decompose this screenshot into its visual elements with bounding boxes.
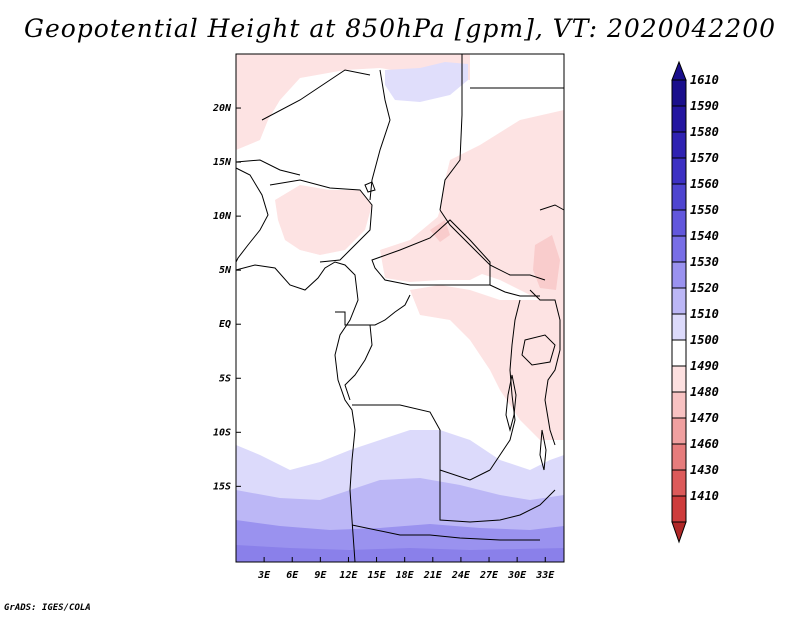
colorbar-label: 1470 xyxy=(690,411,719,425)
lake-chad xyxy=(364,181,376,193)
border-drc-south xyxy=(352,404,491,481)
lon-tick-label: 27E xyxy=(479,570,499,581)
shade-westafrica-pink xyxy=(275,185,372,255)
colorbar-swatch xyxy=(671,443,687,471)
colorbar-swatch xyxy=(671,157,687,185)
colorbar-label: 1510 xyxy=(690,307,719,321)
border-cameroon-gabon xyxy=(335,294,411,326)
lake-malawi xyxy=(539,429,547,471)
lat-tick-label: 10S xyxy=(213,427,231,438)
lon-tick-label: 3E xyxy=(257,570,271,581)
colorbar-label: 1410 xyxy=(690,489,719,503)
border-nigeria xyxy=(269,179,373,263)
coastline-gulf-of-guinea xyxy=(235,261,359,563)
colorbar-label: 1560 xyxy=(690,177,719,191)
colorbar-swatch xyxy=(671,209,687,237)
colorbar-swatch xyxy=(671,261,687,289)
colorbar-top-arrow xyxy=(671,60,687,81)
coastline-west-africa xyxy=(235,167,269,263)
lake-victoria xyxy=(521,334,556,366)
colorbar-swatch xyxy=(671,417,687,445)
colorbar-swatch xyxy=(671,235,687,263)
colorbar-swatch xyxy=(671,105,687,133)
lon-tick-label: 24E xyxy=(451,570,471,581)
border-east-africa xyxy=(529,289,561,446)
colorbar-label: 1580 xyxy=(690,125,719,139)
shade-central-pink xyxy=(380,215,490,282)
lon-tick-label: 12E xyxy=(339,570,358,581)
lon-tick-label: 30E xyxy=(507,570,527,581)
lat-tick-label: 15S xyxy=(213,481,231,492)
colorbar-swatch xyxy=(671,131,687,159)
colorbar-label: 1520 xyxy=(690,281,719,295)
colorbar-swatch xyxy=(671,339,687,367)
border-angola-zambia xyxy=(439,470,556,523)
colorbar-label: 1480 xyxy=(690,385,719,399)
shade-lakes-pink xyxy=(430,220,450,242)
colorbar-label: 1430 xyxy=(690,463,719,477)
shade-south-deepblue xyxy=(236,545,564,562)
colorbar-label: 1530 xyxy=(690,255,719,269)
lake-tanganyika xyxy=(505,374,517,432)
colorbar-swatch xyxy=(671,469,687,497)
latitude-axis: 20N 15N 10N 5N EQ 5S 10S 15S xyxy=(212,103,241,492)
shade-northcenter-lightblue xyxy=(385,62,468,102)
lat-tick-label: 5N xyxy=(219,265,232,276)
country-borders xyxy=(235,54,565,563)
colorbar-swatch xyxy=(671,183,687,211)
colorbar: 1610 1590 1580 1570 1560 1550 1540 1530 1520 1510… xyxy=(671,60,719,544)
colorbar-label: 1550 xyxy=(690,203,719,217)
lon-tick-label: 9E xyxy=(314,570,327,581)
colorbar-swatch xyxy=(671,365,687,393)
border-namibia xyxy=(351,524,540,541)
colorbar-swatch xyxy=(671,79,687,107)
colorbar-swatch xyxy=(671,287,687,315)
colorbar-label: 1460 xyxy=(690,437,719,451)
border-congo xyxy=(344,324,373,401)
colorbar-bottom-arrow xyxy=(671,521,687,544)
border-drc-east xyxy=(489,299,521,471)
lat-tick-label: 5S xyxy=(219,373,231,384)
lat-tick-label: EQ xyxy=(219,319,231,330)
chart-title: Geopotential Height at 850hPa [gpm], VT:… xyxy=(23,14,777,43)
lon-tick-label: 21E xyxy=(423,570,443,581)
border-sahara-3 xyxy=(439,54,463,211)
colorbar-label: 1570 xyxy=(690,151,719,165)
shade-east-darker-pink xyxy=(533,235,560,290)
map-frame xyxy=(235,53,565,563)
lon-tick-label: 15E xyxy=(368,570,387,581)
border-ethiopia xyxy=(539,204,565,211)
colorbar-swatch xyxy=(671,313,687,341)
border-sahara-1 xyxy=(261,69,371,121)
border-sudan-south xyxy=(489,284,540,297)
colorbar-label: 1500 xyxy=(690,333,719,347)
lat-tick-label: 10N xyxy=(213,211,232,222)
colorbar-label: 1490 xyxy=(690,359,719,373)
longitude-axis: 3E 6E 9E 12E 15E 18E 21E 24E 27E 30E 33E xyxy=(257,557,555,581)
grads-credit: GrADS: IGES/COLA xyxy=(4,603,91,613)
shade-north-pink xyxy=(236,54,470,150)
shade-east-pink xyxy=(410,285,564,440)
colorbar-swatch xyxy=(671,495,687,523)
lat-tick-label: 15N xyxy=(213,157,232,168)
border-sahara-2 xyxy=(369,69,391,201)
lat-tick-label: 20N xyxy=(212,103,232,114)
colorbar-label: 1590 xyxy=(690,99,719,113)
lon-tick-label: 33E xyxy=(535,570,555,581)
colorbar-swatch xyxy=(671,391,687,419)
lon-tick-label: 18E xyxy=(396,570,415,581)
lon-tick-label: 6E xyxy=(286,570,299,581)
colorbar-label: 1540 xyxy=(690,229,719,243)
colorbar-label: 1610 xyxy=(690,73,719,87)
border-westafrica-north xyxy=(235,159,301,176)
